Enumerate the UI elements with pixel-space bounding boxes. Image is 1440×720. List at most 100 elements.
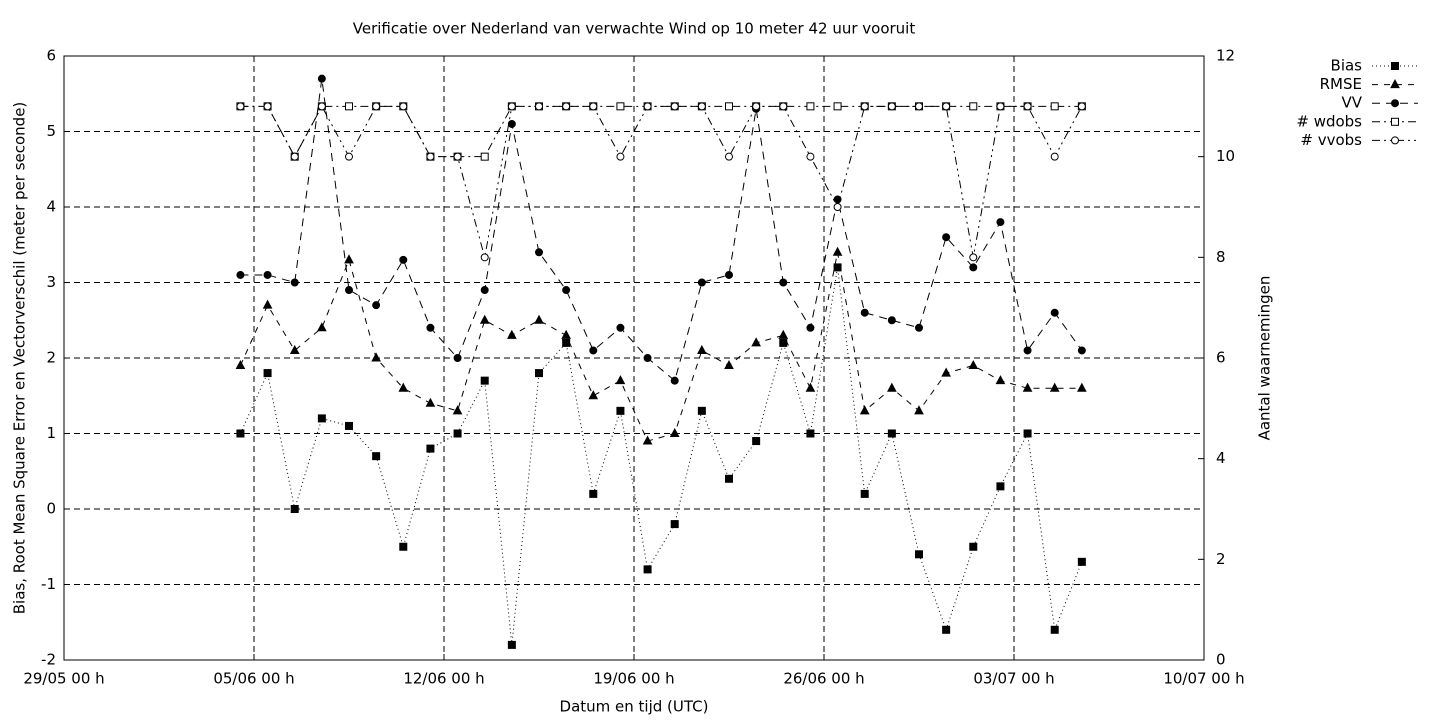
marker — [1077, 557, 1086, 566]
legend-marker — [1391, 99, 1399, 108]
marker — [399, 542, 408, 551]
marker — [1077, 346, 1086, 355]
legend-marker — [1390, 79, 1400, 89]
marker — [1023, 429, 1032, 438]
marker — [969, 253, 978, 262]
marker — [887, 429, 896, 438]
marker — [887, 316, 896, 325]
marker — [398, 382, 409, 392]
legend-label: # vvobs — [1300, 131, 1362, 149]
marker — [453, 429, 462, 438]
y-tick-label: 0 — [46, 500, 56, 518]
marker — [589, 346, 598, 355]
marker — [996, 102, 1005, 111]
marker — [915, 102, 923, 111]
marker — [561, 329, 571, 339]
marker — [535, 102, 543, 111]
x-tick-label: 10/07 00 h — [1163, 670, 1244, 688]
marker — [426, 152, 435, 161]
x-tick-label: 03/07 00 h — [973, 670, 1054, 688]
marker — [670, 520, 679, 529]
marker — [697, 278, 706, 287]
marker — [1023, 346, 1032, 355]
x-tick-label: 12/06 00 h — [403, 670, 484, 688]
series-line — [239, 267, 1083, 645]
marker — [1077, 382, 1087, 392]
y-tick-label: 1 — [46, 424, 56, 442]
marker — [263, 369, 272, 378]
marker — [534, 314, 544, 324]
marker — [806, 102, 815, 111]
y-axis-label: Bias, Root Mean Square Error en Vectorve… — [11, 102, 29, 615]
marker — [833, 195, 842, 204]
marker — [887, 102, 896, 111]
marker — [507, 102, 516, 111]
y-tick-label: 2 — [46, 349, 56, 367]
marker — [616, 152, 625, 161]
marker — [589, 489, 598, 498]
y-tick-label: 6 — [46, 47, 56, 65]
marker — [345, 286, 353, 295]
marker — [752, 437, 761, 446]
y2-axis-label: Aantal waarnemingen — [1256, 276, 1274, 441]
y2-tick-label: 10 — [1216, 147, 1235, 165]
marker — [725, 270, 733, 279]
marker — [1049, 382, 1060, 392]
marker — [942, 625, 951, 634]
marker — [345, 152, 353, 161]
marker — [480, 253, 489, 262]
x-tick-label: 26/06 00 h — [783, 670, 864, 688]
marker — [1023, 102, 1032, 111]
marker — [887, 382, 897, 392]
marker — [942, 102, 951, 111]
series-line — [240, 78, 1083, 382]
marker — [290, 278, 299, 287]
marker — [806, 429, 815, 438]
marker — [670, 376, 679, 385]
legend-marker — [1391, 117, 1399, 126]
marker — [372, 301, 381, 310]
marker — [453, 152, 462, 161]
marker — [996, 218, 1005, 227]
marker — [562, 102, 571, 111]
x-tick-label: 19/06 00 h — [593, 670, 674, 688]
marker — [479, 314, 490, 324]
marker — [969, 542, 978, 551]
marker — [480, 286, 489, 295]
marker — [860, 489, 869, 498]
marker — [724, 359, 734, 370]
y-tick-label: -2 — [41, 651, 56, 669]
marker — [317, 322, 327, 332]
marker — [697, 344, 707, 354]
marker — [995, 375, 1006, 385]
y2-tick-label: 6 — [1216, 349, 1226, 367]
marker — [616, 323, 625, 332]
legend-label: RMSE — [1320, 75, 1362, 93]
x-axis-label: Datum en tijd (UTC) — [560, 698, 709, 716]
marker — [480, 152, 489, 161]
marker — [562, 338, 571, 347]
marker — [996, 482, 1005, 491]
marker — [507, 640, 516, 649]
marker — [642, 435, 653, 445]
marker — [1050, 152, 1059, 161]
marker — [616, 102, 625, 111]
marker — [969, 102, 978, 111]
legend-marker — [1391, 62, 1399, 70]
marker — [262, 299, 273, 309]
marker — [236, 429, 245, 438]
marker — [263, 270, 272, 279]
y2-tick-label: 8 — [1216, 248, 1226, 266]
marker — [345, 102, 353, 111]
marker — [507, 119, 516, 128]
marker — [697, 406, 706, 415]
x-tick-label: 29/05 00 h — [23, 670, 104, 688]
marker — [535, 248, 543, 257]
marker — [725, 102, 733, 111]
marker — [615, 375, 626, 385]
marker — [480, 376, 489, 385]
marker — [941, 367, 951, 377]
marker — [968, 359, 979, 370]
x-tick-label: 05/06 00 h — [213, 670, 294, 688]
